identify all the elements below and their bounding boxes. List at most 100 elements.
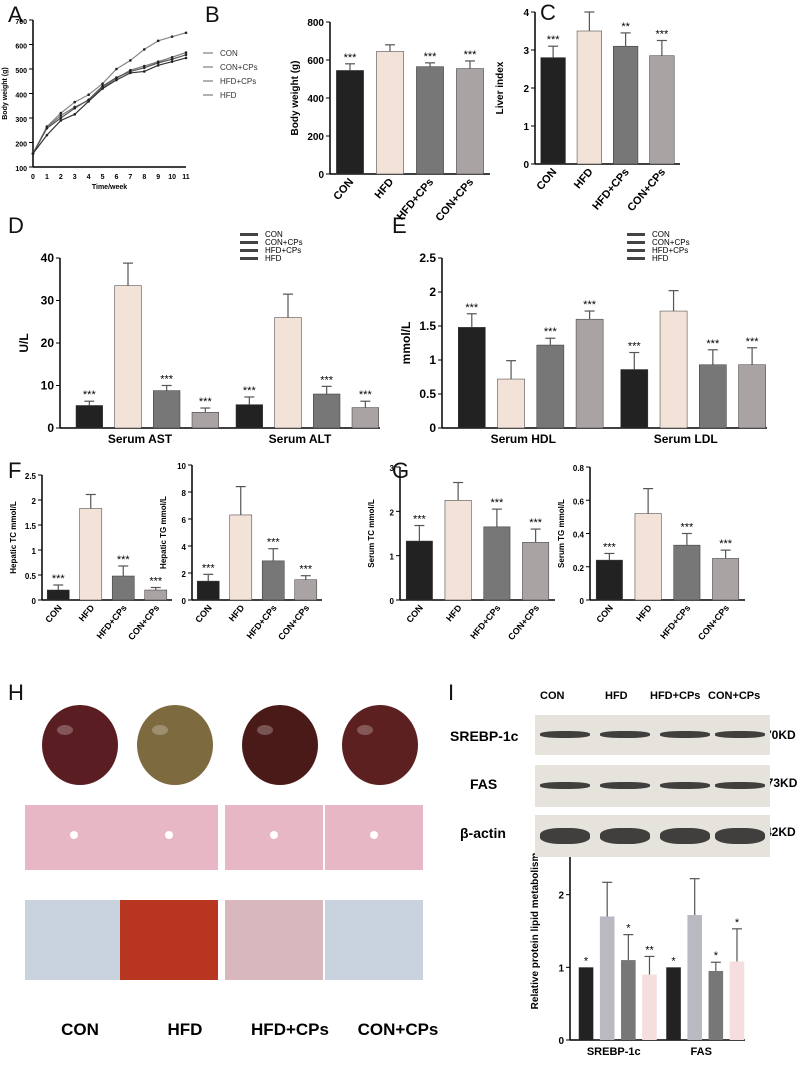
g1-x-tick-label: HFD+CPs <box>468 603 502 641</box>
central-vein <box>70 831 78 839</box>
a-data-point <box>59 116 63 120</box>
c-y-tick-label: 3 <box>523 46 529 57</box>
d-y-tick-label: 20 <box>41 336 55 350</box>
i-significance: * <box>671 955 676 967</box>
g1-x-tick-label: CON+CPs <box>506 603 541 642</box>
blot-kd-actin: 42KD <box>765 825 796 839</box>
a-data-point <box>170 35 174 38</box>
a-data-point <box>170 57 174 61</box>
a-data-point <box>142 66 146 70</box>
f1-bar <box>144 589 168 601</box>
a-data-point <box>73 100 77 104</box>
b-y-axis-label: Body weight (g) <box>290 61 301 136</box>
d-group-label: Serum AST <box>108 432 173 446</box>
d-bar <box>313 393 341 429</box>
f2-significance: *** <box>299 564 313 576</box>
g2-bar <box>634 513 662 601</box>
d-y-tick-label: 0 <box>47 421 54 435</box>
b-y-tick-label: 600 <box>307 56 324 67</box>
c-y-axis-label: Liver index <box>495 61 506 114</box>
a-x-tick-label: 2 <box>59 174 63 181</box>
a-data-point <box>101 82 104 85</box>
d-legend-swatch <box>240 257 258 260</box>
g2-x-tick-label: HFD <box>634 602 654 623</box>
f2-x-tick-label: CON+CPs <box>276 603 311 642</box>
e-y-tick-label: 0 <box>429 421 436 435</box>
a-series-line <box>32 52 187 154</box>
a-legend-label: HFD <box>220 91 237 100</box>
g1-bar <box>522 542 550 601</box>
a-x-tick-label: 9 <box>156 174 160 181</box>
i-y-tick-label: 1 <box>558 963 564 974</box>
f2-y-tick-label: 8 <box>182 489 187 498</box>
e-y-axis-label: mmol/L <box>399 322 413 365</box>
f2-bar <box>196 580 220 601</box>
a-data-point <box>142 70 146 73</box>
g1-bar <box>405 540 433 601</box>
panel-label-e: E <box>392 213 407 238</box>
a-series-line <box>32 57 187 154</box>
a-data-point <box>101 87 104 90</box>
c-y-tick-label: 1 <box>523 122 529 133</box>
f1-x-tick-label: HFD+CPs <box>95 603 129 641</box>
c-y-tick-label: 2 <box>523 84 529 95</box>
g2-bar <box>712 558 740 601</box>
a-data-point <box>45 126 49 130</box>
i-group-label: SREBP-1c <box>587 1046 641 1058</box>
central-vein <box>370 831 378 839</box>
e-significance: *** <box>706 338 720 350</box>
g2-x-tick-label: HFD+CPs <box>658 603 692 641</box>
g1-bar <box>444 500 472 601</box>
d-y-tick-label: 30 <box>41 294 55 308</box>
i-bar <box>708 970 724 1040</box>
g1-y-tick-label: 0 <box>390 597 395 606</box>
d-legend-label: CON+CPs <box>265 238 303 247</box>
central-vein <box>270 831 278 839</box>
e-group-label: Serum LDL <box>654 432 718 446</box>
d-y-axis-label: U/L <box>17 333 31 352</box>
e-y-tick-label: 2.5 <box>419 251 436 265</box>
i-significance: * <box>584 955 589 967</box>
protein-band <box>715 828 765 844</box>
b-y-tick-label: 800 <box>307 18 324 29</box>
c-x-tick-label: CON+CPs <box>625 166 668 214</box>
i-bar <box>729 961 745 1040</box>
g1-significance: *** <box>529 517 543 529</box>
a-x-tick-label: 6 <box>115 174 119 181</box>
i-bar <box>578 967 594 1040</box>
a-x-axis-label: Time/week <box>92 184 127 191</box>
e-bar <box>536 344 565 429</box>
a-data-point <box>156 64 160 67</box>
a-y-tick-label: 700 <box>15 19 27 26</box>
g2-y-tick-label: 0.4 <box>573 531 585 540</box>
g1-x-tick-label: HFD <box>444 602 464 623</box>
liver-photo <box>342 705 418 785</box>
a-legend-label: CON+CPs <box>220 63 258 72</box>
d-group-label: Serum ALT <box>269 432 332 446</box>
f1-significance: *** <box>52 573 66 585</box>
b-bar <box>456 68 484 175</box>
f1-x-tick-label: CON+CPs <box>126 603 161 642</box>
d-y-tick-label: 40 <box>41 251 55 265</box>
a-data-point <box>115 78 118 82</box>
panel-label-f: F <box>8 458 22 483</box>
g2-significance: *** <box>719 538 733 550</box>
a-data-point <box>115 67 118 71</box>
hist-label-con: CON <box>61 1020 99 1039</box>
b-significance: *** <box>424 51 438 63</box>
i-group-label: FAS <box>691 1046 712 1058</box>
a-data-point <box>170 60 174 63</box>
a-x-tick-label: 5 <box>101 174 105 181</box>
a-data-point <box>129 59 132 62</box>
panel-label-i: I <box>448 680 455 705</box>
i-bar <box>599 916 615 1040</box>
a-series-line <box>32 54 187 154</box>
f2-bar <box>261 560 285 601</box>
e-legend-label: HFD <box>652 254 669 263</box>
f2-x-tick-label: HFD+CPs <box>245 603 279 641</box>
e-bar <box>620 369 649 429</box>
e-legend-swatch <box>627 241 645 244</box>
a-y-tick-label: 300 <box>15 117 27 124</box>
g2-x-tick-label: CON+CPs <box>696 603 731 642</box>
